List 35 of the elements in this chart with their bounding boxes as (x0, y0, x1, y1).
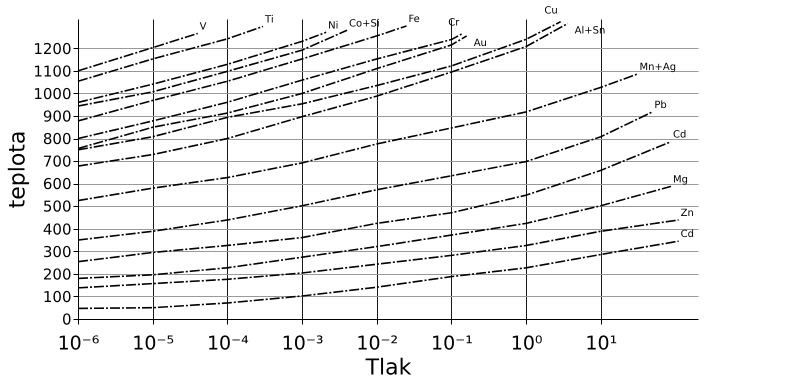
x-tick-label: 10⁻⁴ (206, 332, 250, 354)
x-tick-label: 10⁻³ (282, 332, 324, 354)
series-label: Cu (544, 6, 558, 17)
y-tick-label: 200 (42, 265, 72, 284)
series-label: Cd (680, 229, 694, 240)
y-tick-label: 1200 (33, 40, 72, 58)
series-label: Ni (328, 20, 338, 32)
series-label: Zn (680, 208, 694, 219)
series-label: Pb (654, 100, 667, 111)
x-tick-label: 10⁻⁵ (132, 332, 174, 354)
series-label: Mg (673, 174, 688, 186)
x-tick-label: 10⁻⁶ (58, 332, 100, 354)
series-label: Ti (264, 14, 274, 26)
x-tick-label: 10⁻² (356, 332, 398, 354)
y-tick-label: 700 (42, 152, 72, 171)
series-label: Fe (408, 14, 420, 25)
y-tick-label: 500 (42, 198, 72, 216)
y-tick-label: 400 (42, 220, 72, 238)
x-axis-title: Tlak (364, 356, 412, 380)
series-label: V (200, 21, 207, 32)
y-tick-label: 300 (42, 242, 72, 261)
series-label: Au (474, 38, 487, 49)
y-axis-title: teplota (5, 130, 30, 208)
x-tick-label: 10¹ (585, 332, 618, 354)
y-tick-label: 1000 (33, 84, 72, 103)
y-tick-label: 600 (42, 175, 72, 194)
y-tick-label: 0 (62, 310, 72, 328)
series-label: Cd (673, 130, 686, 141)
y-tick-label: 800 (42, 130, 72, 148)
y-tick-label: 1100 (33, 62, 72, 80)
series-label: Mn+Ag (640, 62, 676, 74)
y-tick-label: 900 (42, 107, 72, 126)
x-tick-label: 10⁻¹ (431, 332, 473, 354)
x-tick-label: 10⁰ (510, 332, 543, 354)
y-tick-label: 100 (42, 288, 72, 306)
